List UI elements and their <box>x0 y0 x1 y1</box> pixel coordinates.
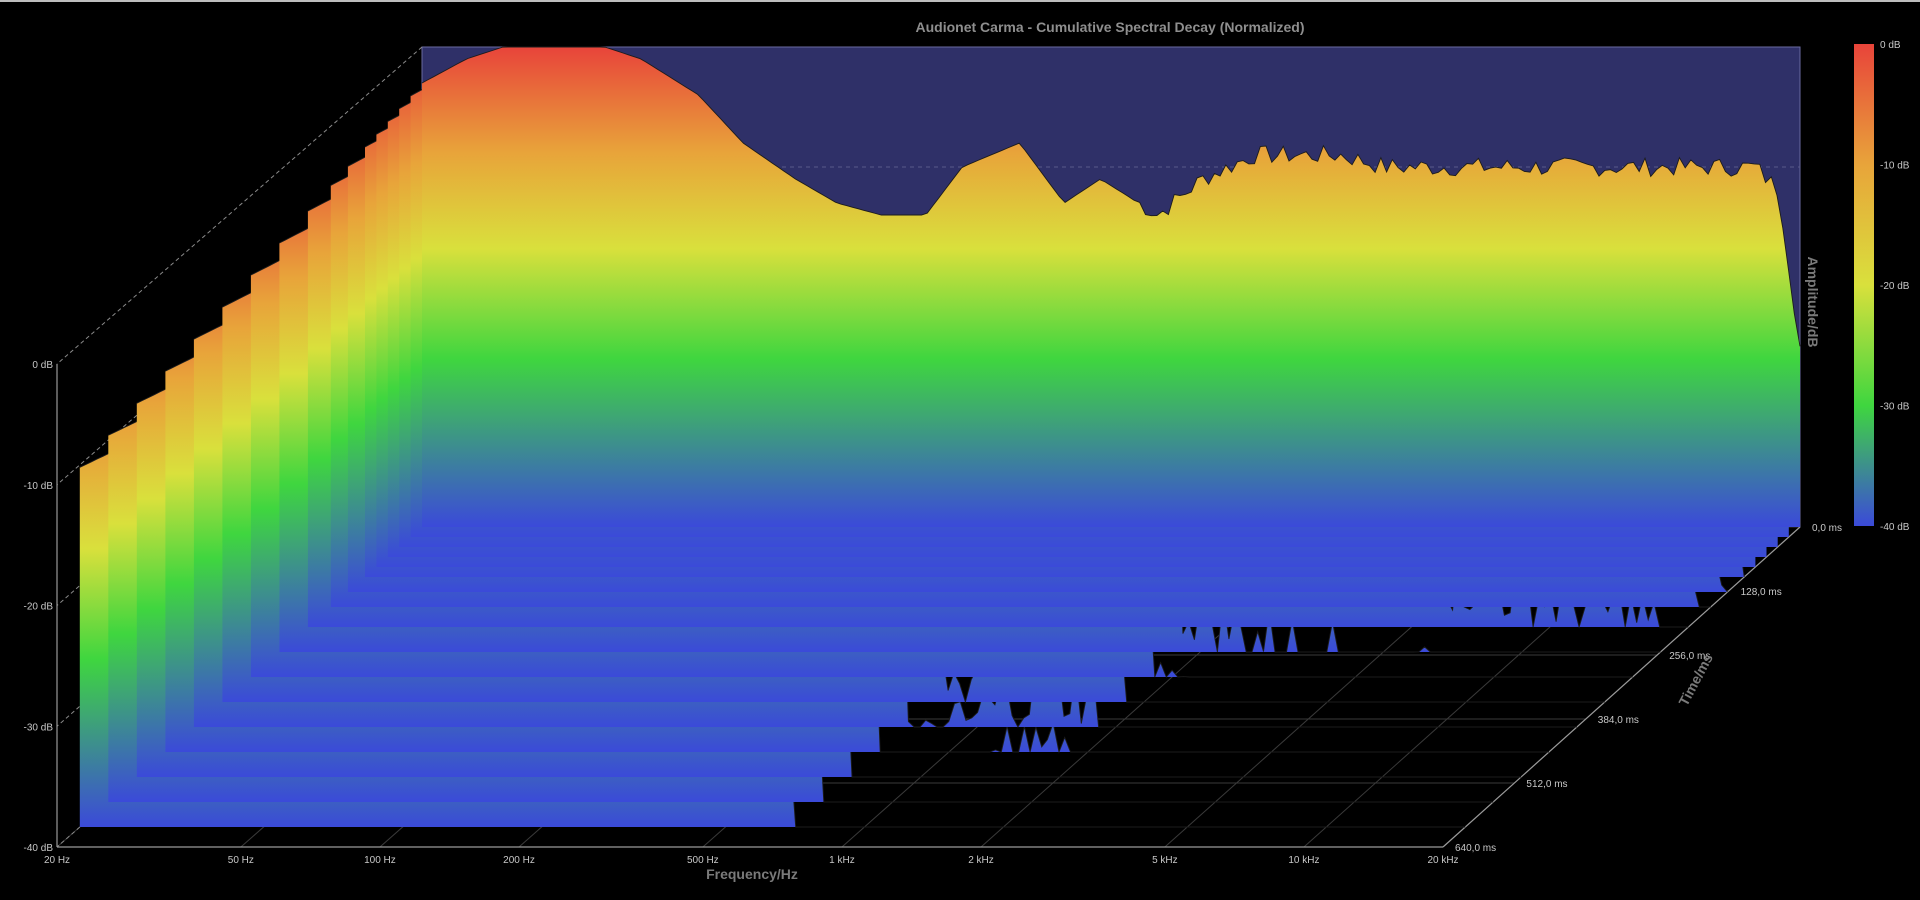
y-tick-label: -10 dB <box>24 481 54 492</box>
colorbar-tick-label: -40 dB <box>1880 522 1910 533</box>
z-tick-label: 640,0 ms <box>1455 843 1496 854</box>
wall-gridline-db <box>56 46 423 365</box>
colorbar-tick-label: 0 dB <box>1880 40 1901 51</box>
y-tick-label: -40 dB <box>24 843 54 854</box>
x-axis-label: Frequency/Hz <box>706 866 798 882</box>
axis-ticks: 20 Hz 50 Hz 100 Hz 200 Hz 500 Hz 1 kHz 2 kHz 5 … <box>24 360 1842 866</box>
colorbar-label: Amplitude/dB <box>1805 257 1821 348</box>
chart-title: Audionet Carma - Cumulative Spectral Dec… <box>916 19 1305 35</box>
x-tick-label: 500 Hz <box>687 855 719 866</box>
colorbar: 0 dB -10 dB -20 dB -30 dB -40 dB <box>1854 40 1910 533</box>
y-tick-label: -20 dB <box>24 602 54 613</box>
colorbar-gradient <box>1854 44 1874 526</box>
x-tick-label: 10 kHz <box>1288 855 1319 866</box>
colorbar-tick-label: -10 dB <box>1880 161 1910 172</box>
x-tick-label: 200 Hz <box>503 855 535 866</box>
x-tick-label: 1 kHz <box>829 855 855 866</box>
colorbar-tick-label: -30 dB <box>1880 402 1910 413</box>
decay-slice-outline <box>421 46 1801 347</box>
decay-slice-fill <box>422 47 1800 527</box>
y-tick-label: -30 dB <box>24 722 54 733</box>
colorbar-tick-label: -20 dB <box>1880 281 1910 292</box>
x-tick-label: 50 Hz <box>228 855 254 866</box>
decay-slices <box>79 46 1801 828</box>
z-tick-label: 512,0 ms <box>1526 779 1567 790</box>
z-tick-label: 0,0 ms <box>1812 523 1842 534</box>
time-axis-line <box>1442 526 1801 848</box>
x-tick-label: 2 kHz <box>968 855 994 866</box>
z-tick-label: 128,0 ms <box>1741 587 1782 598</box>
x-tick-label: 100 Hz <box>364 855 396 866</box>
z-tick-label: 256,0 ms <box>1669 651 1710 662</box>
z-tick-label: 384,0 ms <box>1598 715 1639 726</box>
x-tick-label: 20 kHz <box>1427 855 1458 866</box>
y-tick-label: 0 dB <box>32 360 53 371</box>
decay-slice <box>421 46 1801 527</box>
x-tick-label: 20 Hz <box>44 855 70 866</box>
x-tick-label: 5 kHz <box>1152 855 1178 866</box>
